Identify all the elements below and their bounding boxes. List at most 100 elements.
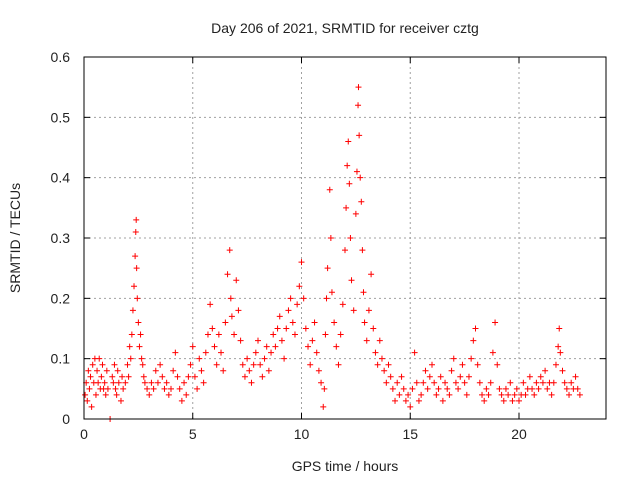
data-point — [359, 247, 366, 254]
data-point — [265, 367, 272, 374]
data-point — [261, 355, 268, 362]
data-point — [85, 367, 92, 374]
data-point — [224, 271, 231, 278]
data-point — [163, 379, 170, 386]
data-point — [566, 391, 573, 398]
data-point — [552, 361, 559, 368]
data-point — [574, 385, 581, 392]
data-point — [302, 325, 309, 332]
data-point — [422, 367, 429, 374]
data-point — [125, 373, 132, 380]
data-point — [268, 349, 275, 356]
data-point — [196, 355, 203, 362]
data-point — [165, 391, 172, 398]
data-point — [99, 361, 106, 368]
data-point — [272, 343, 279, 350]
data-point — [476, 379, 483, 386]
data-point — [448, 367, 455, 374]
data-point — [104, 385, 111, 392]
data-point — [233, 277, 240, 284]
data-point — [228, 313, 235, 320]
data-point — [181, 379, 188, 386]
data-point — [331, 319, 338, 326]
data-point — [131, 283, 138, 290]
y-axis-ticks: 0 0.1 0.2 0.3 0.4 0.5 0.6 — [51, 49, 606, 427]
data-point — [194, 385, 201, 392]
data-point — [368, 271, 375, 278]
data-point — [239, 361, 246, 368]
data-point — [342, 247, 348, 254]
data-point — [350, 307, 357, 314]
data-point — [485, 391, 492, 398]
data-point — [328, 289, 335, 296]
data-point — [246, 367, 253, 374]
data-point — [363, 337, 370, 344]
data-point — [140, 373, 147, 380]
x-tick-label: 15 — [402, 426, 418, 442]
data-point — [461, 379, 468, 386]
data-point — [392, 397, 399, 404]
data-point — [431, 379, 438, 386]
data-point — [529, 385, 536, 392]
y-tick-label: 0.3 — [51, 230, 71, 246]
data-point — [285, 307, 292, 314]
data-point — [198, 367, 205, 374]
plot-grid — [84, 57, 606, 419]
data-point — [378, 355, 385, 362]
data-point — [92, 391, 99, 398]
plot-frame — [83, 56, 607, 420]
data-point — [259, 373, 266, 380]
data-point — [372, 349, 379, 356]
data-point — [327, 235, 334, 241]
data-point — [257, 361, 264, 368]
data-point — [474, 361, 481, 368]
data-point — [252, 349, 259, 356]
data-point — [146, 391, 153, 398]
data-point — [231, 331, 238, 338]
data-point — [129, 307, 136, 314]
data-point — [183, 391, 190, 398]
chart-title: Day 206 of 2021, SRMTID for receiver czt… — [211, 20, 479, 36]
data-point — [170, 367, 177, 374]
data-point — [568, 379, 575, 386]
data-point — [321, 385, 328, 392]
data-point — [533, 379, 540, 386]
x-tick-label: 20 — [511, 426, 527, 442]
data-point — [250, 361, 257, 368]
data-point — [255, 337, 261, 344]
data-point — [270, 331, 277, 338]
data-point — [398, 373, 405, 380]
data-point — [124, 361, 131, 368]
data-point — [396, 391, 403, 398]
data-point — [281, 355, 288, 362]
data-point — [313, 349, 320, 356]
data-point — [136, 343, 143, 350]
data-point — [202, 349, 209, 356]
data-point — [563, 385, 570, 392]
data-point — [89, 361, 96, 368]
data-point — [94, 367, 101, 374]
data-point — [114, 367, 121, 374]
data-point — [470, 337, 477, 344]
data-point — [111, 361, 118, 368]
data-point — [459, 361, 466, 368]
data-point — [420, 379, 427, 386]
y-tick-label: 0.1 — [51, 351, 71, 367]
data-point — [402, 397, 409, 404]
data-point — [526, 373, 533, 380]
data-point — [127, 355, 134, 362]
data-point — [213, 361, 220, 368]
data-point — [126, 343, 133, 350]
data-point — [87, 373, 94, 380]
data-point — [298, 259, 305, 266]
x-axis-ticks: 0 5 10 15 20 — [80, 57, 527, 442]
data-point — [235, 307, 242, 314]
data-point — [413, 379, 420, 386]
data-point — [559, 367, 566, 374]
data-point — [576, 391, 583, 398]
data-point — [537, 373, 544, 380]
data-point — [101, 379, 108, 386]
data-point — [555, 343, 562, 350]
data-point — [82, 391, 89, 398]
data-point — [444, 385, 451, 392]
